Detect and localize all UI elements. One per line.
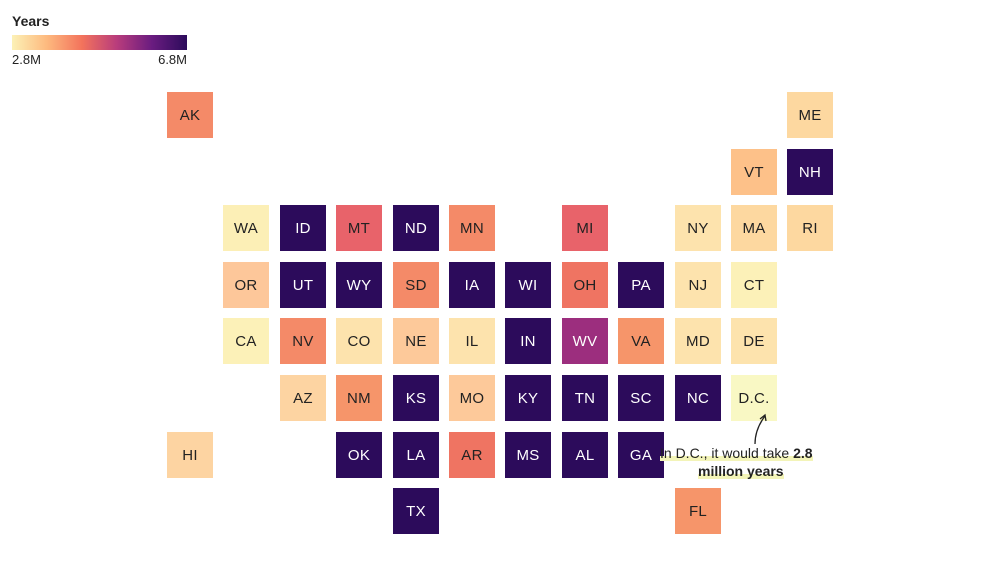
state-tile-md: MD — [675, 318, 721, 364]
state-tile-ma: MA — [731, 205, 777, 251]
state-tile-ga: GA — [618, 432, 664, 478]
annotation-arrow-icon — [754, 413, 767, 445]
state-tile-nv: NV — [280, 318, 326, 364]
annotation-text: In D.C., it would take — [660, 445, 794, 461]
state-tile-co: CO — [336, 318, 382, 364]
state-tile-ky: KY — [505, 375, 551, 421]
state-tile-ak: AK — [167, 92, 213, 138]
state-tile-me: ME — [787, 92, 833, 138]
state-tile-mn: MN — [449, 205, 495, 251]
state-tile-pa: PA — [618, 262, 664, 308]
state-tile-nh: NH — [787, 149, 833, 195]
legend-gradient-bar — [12, 35, 187, 50]
state-tile-vt: VT — [731, 149, 777, 195]
state-tile-la: LA — [393, 432, 439, 478]
state-tile-va: VA — [618, 318, 664, 364]
state-tile-ri: RI — [787, 205, 833, 251]
state-tile-fl: FL — [675, 488, 721, 534]
dc-annotation: In D.C., it would take 2.8 million years — [660, 444, 830, 480]
state-tile-ar: AR — [449, 432, 495, 478]
legend-title: Years — [12, 13, 50, 29]
legend-max-label: 6.8M — [158, 52, 187, 67]
color-legend: Years 2.8M 6.8M — [12, 12, 187, 68]
state-tile-ne: NE — [393, 318, 439, 364]
state-tile-in: IN — [505, 318, 551, 364]
state-tile-al: AL — [562, 432, 608, 478]
state-tile-id: ID — [280, 205, 326, 251]
state-tile-hi: HI — [167, 432, 213, 478]
state-tile-ia: IA — [449, 262, 495, 308]
state-tile-mo: MO — [449, 375, 495, 421]
state-tile-wi: WI — [505, 262, 551, 308]
state-tile-wa: WA — [223, 205, 269, 251]
state-tile-nj: NJ — [675, 262, 721, 308]
state-tile-ca: CA — [223, 318, 269, 364]
state-tile-tx: TX — [393, 488, 439, 534]
state-tile-ok: OK — [336, 432, 382, 478]
state-tile-wv: WV — [562, 318, 608, 364]
state-tile-nm: NM — [336, 375, 382, 421]
legend-ticks: 2.8M 6.8M — [12, 52, 187, 68]
state-tile-tn: TN — [562, 375, 608, 421]
state-tile-il: IL — [449, 318, 495, 364]
state-tile-wy: WY — [336, 262, 382, 308]
state-tile-nd: ND — [393, 205, 439, 251]
state-tile-nc: NC — [675, 375, 721, 421]
state-tile-ny: NY — [675, 205, 721, 251]
state-tile-or: OR — [223, 262, 269, 308]
state-tile-az: AZ — [280, 375, 326, 421]
state-tile-de: DE — [731, 318, 777, 364]
state-tile-dc: D.C. — [731, 375, 777, 421]
state-tile-sd: SD — [393, 262, 439, 308]
state-tile-ks: KS — [393, 375, 439, 421]
annotation-unit: million years — [698, 463, 784, 479]
state-tile-mi: MI — [562, 205, 608, 251]
annotation-value: 2.8 — [793, 445, 813, 461]
state-tile-ms: MS — [505, 432, 551, 478]
state-tile-ut: UT — [280, 262, 326, 308]
state-tile-sc: SC — [618, 375, 664, 421]
state-tile-oh: OH — [562, 262, 608, 308]
state-tile-ct: CT — [731, 262, 777, 308]
legend-min-label: 2.8M — [12, 52, 41, 67]
state-tile-mt: MT — [336, 205, 382, 251]
